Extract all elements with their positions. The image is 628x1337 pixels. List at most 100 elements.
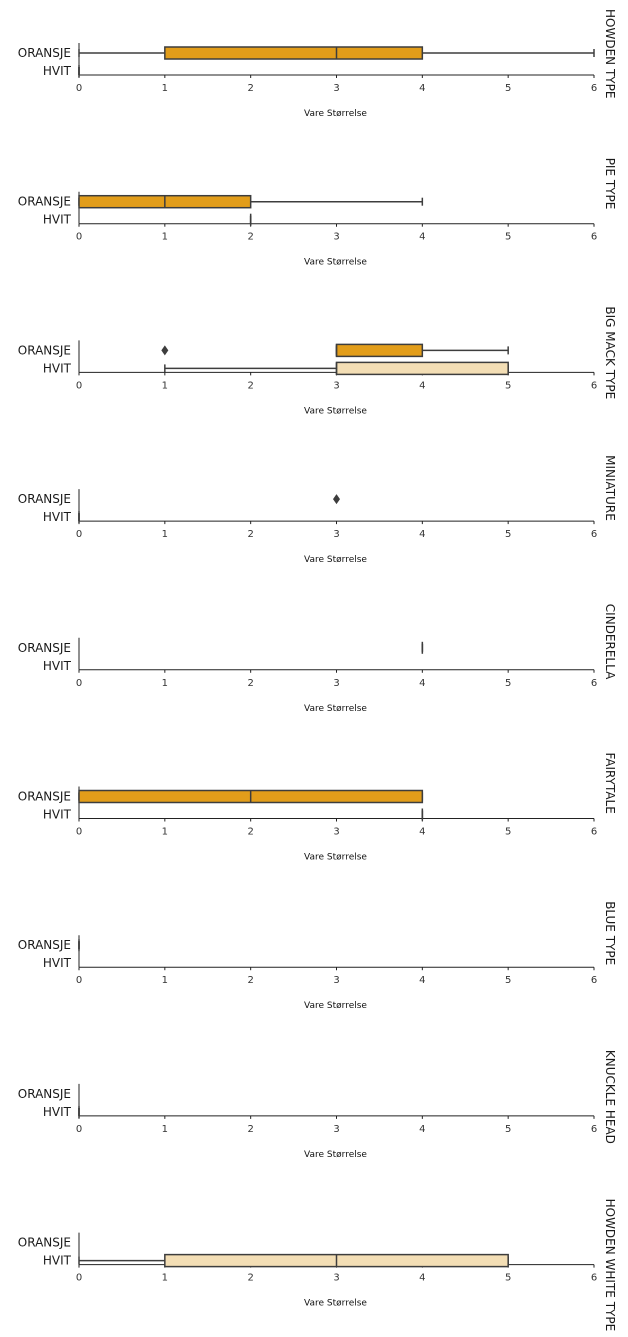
x-tick-label: 2 (247, 380, 253, 391)
facet-title: FAIRYTALE (603, 753, 617, 814)
facet-title: CINDERELLA (603, 604, 617, 680)
x-axis-title: Vare Størrelse (304, 853, 367, 863)
x-tick-label: 2 (247, 1124, 253, 1135)
x-tick-label: 6 (591, 232, 597, 243)
category-label: ORANSJE (18, 1087, 71, 1101)
category-label: ORANSJE (18, 1236, 71, 1250)
x-tick-label: 2 (247, 975, 253, 986)
category-label: ORANSJE (18, 938, 71, 952)
x-tick-label: 6 (591, 678, 597, 689)
box-iqr (164, 46, 424, 60)
facet-panel: ORANSJE HVIT 0 1 2 3 4 5 6 Vare Størrelse BIG MACK… (18, 306, 617, 416)
x-tick-label: 1 (162, 1124, 168, 1135)
x-tick-label: 1 (162, 83, 168, 94)
x-tick-label: 4 (419, 827, 425, 838)
category-label: HVIT (43, 510, 72, 524)
x-tick-label: 4 (419, 83, 425, 94)
category-label: HVIT (43, 213, 72, 227)
x-tick-label: 5 (505, 827, 511, 838)
x-tick-label: 3 (333, 975, 339, 986)
x-tick-label: 5 (505, 232, 511, 243)
x-tick-label: 4 (419, 380, 425, 391)
x-tick-label: 3 (333, 529, 339, 540)
facet-panel: ORANSJE HVIT 0 1 2 3 4 5 6 Vare Størrelse HOWDEN W… (18, 1199, 617, 1332)
category-label: ORANSJE (18, 492, 71, 506)
x-tick-label: 6 (591, 380, 597, 391)
box-iqr (335, 361, 509, 376)
x-tick-label: 0 (76, 232, 82, 243)
x-tick-label: 5 (505, 678, 511, 689)
x-tick-label: 5 (505, 529, 511, 540)
outlier-point (333, 494, 340, 505)
x-tick-label: 4 (419, 529, 425, 540)
x-tick-label: 6 (591, 1273, 597, 1284)
category-label: HVIT (43, 361, 72, 375)
x-tick-label: 3 (333, 827, 339, 838)
x-tick-label: 2 (247, 1273, 253, 1284)
x-tick-label: 1 (162, 1273, 168, 1284)
facet-title: MINIATURE (603, 455, 617, 521)
x-tick-label: 4 (419, 1124, 425, 1135)
category-label: HVIT (43, 808, 72, 822)
category-label: ORANSJE (18, 641, 71, 655)
x-axis-title: Vare Størrelse (304, 1150, 367, 1160)
x-tick-label: 4 (419, 232, 425, 243)
category-label: HVIT (43, 659, 72, 673)
x-tick-label: 6 (591, 827, 597, 838)
x-tick-label: 3 (333, 1124, 339, 1135)
facet-panel: ORANSJE HVIT 0 1 2 3 4 5 6 Vare Størrelse CINDEREL… (18, 604, 617, 714)
x-axis-title: Vare Størrelse (304, 1299, 367, 1309)
x-tick-label: 5 (505, 1124, 511, 1135)
x-tick-label: 2 (247, 83, 253, 94)
category-label: ORANSJE (18, 195, 71, 209)
x-tick-label: 0 (76, 678, 82, 689)
x-axis-title: Vare Størrelse (304, 258, 367, 268)
facet-panel: ORANSJE HVIT 0 1 2 3 4 5 6 Vare Størrelse HOWDEN T… (18, 9, 617, 119)
x-tick-label: 6 (591, 975, 597, 986)
x-tick-label: 1 (162, 827, 168, 838)
x-tick-label: 2 (247, 232, 253, 243)
facet-title: HOWDEN WHITE TYPE (603, 1199, 617, 1332)
x-tick-label: 0 (76, 529, 82, 540)
category-label: ORANSJE (18, 790, 71, 804)
category-label: ORANSJE (18, 46, 71, 60)
facet-panel: ORANSJE HVIT 0 1 2 3 4 5 6 Vare Størrelse KNUCKLE … (18, 1050, 617, 1160)
x-tick-label: 5 (505, 83, 511, 94)
x-tick-label: 3 (333, 380, 339, 391)
x-tick-label: 1 (162, 678, 168, 689)
x-tick-label: 3 (333, 83, 339, 94)
x-tick-label: 1 (162, 975, 168, 986)
x-axis-title: Vare Størrelse (304, 406, 367, 416)
x-tick-label: 0 (76, 827, 82, 838)
x-tick-label: 1 (162, 380, 168, 391)
category-label: ORANSJE (18, 343, 71, 357)
x-tick-label: 2 (247, 529, 253, 540)
x-tick-label: 2 (247, 678, 253, 689)
x-tick-label: 4 (419, 1273, 425, 1284)
facet-title: BLUE TYPE (603, 901, 617, 965)
x-tick-label: 5 (505, 1273, 511, 1284)
x-tick-label: 0 (76, 380, 82, 391)
x-axis-title: Vare Størrelse (304, 1001, 367, 1011)
facet-panel: ORANSJE HVIT 0 1 2 3 4 5 6 Vare Størrelse MINIATUR… (18, 455, 617, 565)
x-tick-label: 5 (505, 380, 511, 391)
facet-title: KNUCKLE HEAD (603, 1050, 617, 1144)
category-label: HVIT (43, 956, 72, 970)
x-tick-label: 6 (591, 83, 597, 94)
x-tick-label: 3 (333, 1273, 339, 1284)
x-tick-label: 3 (333, 232, 339, 243)
x-tick-label: 1 (162, 529, 168, 540)
category-label: HVIT (43, 64, 72, 78)
x-tick-label: 4 (419, 975, 425, 986)
facet-panel: ORANSJE HVIT 0 1 2 3 4 5 6 Vare Størrelse FAIRYTAL… (18, 753, 617, 863)
x-axis-title: Vare Størrelse (304, 109, 367, 119)
x-tick-label: 0 (76, 975, 82, 986)
x-tick-label: 3 (333, 678, 339, 689)
x-tick-label: 2 (247, 827, 253, 838)
x-tick-label: 0 (76, 83, 82, 94)
facet-title: HOWDEN TYPE (603, 9, 617, 98)
x-tick-label: 4 (419, 678, 425, 689)
x-tick-label: 5 (505, 975, 511, 986)
x-axis-title: Vare Størrelse (304, 704, 367, 714)
